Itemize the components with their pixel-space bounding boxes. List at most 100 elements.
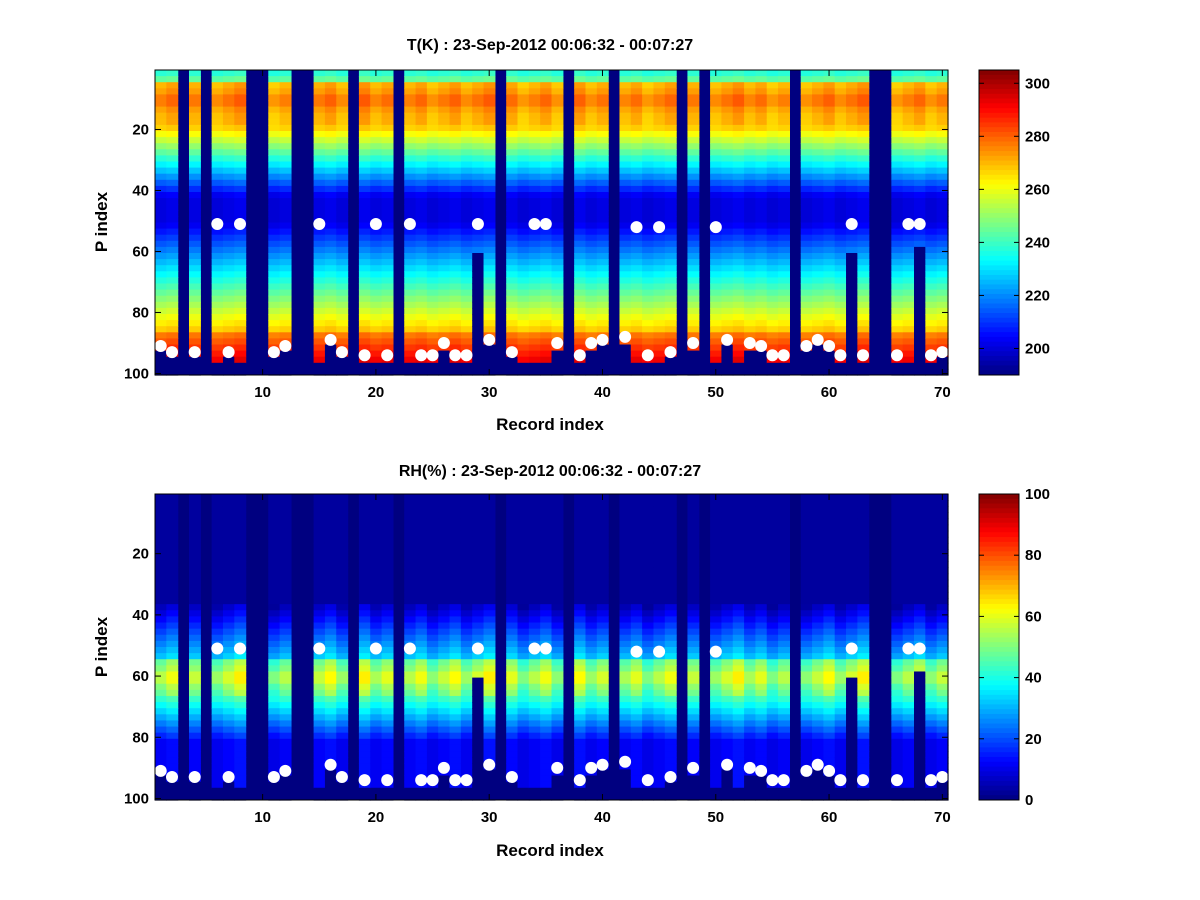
heatmap-cell	[642, 567, 655, 575]
heatmap-cell	[234, 738, 247, 746]
heatmap-cell	[404, 301, 417, 309]
heatmap-cell	[483, 350, 496, 358]
x-tick-label: 20	[368, 384, 385, 401]
heatmap-cell	[211, 573, 224, 581]
heatmap-cell	[687, 161, 700, 169]
heatmap-cell	[902, 106, 915, 114]
heatmap-cell	[279, 173, 292, 181]
heatmap-cell	[222, 647, 235, 654]
heatmap-cell	[381, 192, 394, 199]
heatmap-cell	[630, 793, 643, 801]
heatmap-cell	[415, 622, 428, 630]
heatmap-cell	[517, 161, 530, 169]
heatmap-cell	[585, 167, 598, 175]
heatmap-cell	[642, 659, 655, 666]
heatmap-cell	[778, 253, 790, 260]
heatmap-cell	[211, 271, 224, 278]
heatmap-cell	[710, 659, 723, 666]
heatmap-cell	[211, 179, 224, 187]
heatmap-cell	[642, 695, 655, 703]
heatmap-cell	[642, 628, 655, 636]
heatmap-cell	[506, 628, 519, 636]
heatmap-cell	[596, 653, 609, 660]
heatmap-cell	[472, 259, 485, 266]
heatmap-cell	[415, 338, 428, 346]
heatmap-cell	[268, 155, 281, 163]
heatmap-cell	[630, 88, 643, 95]
heatmap-cell	[857, 277, 870, 285]
heatmap-cell	[574, 591, 587, 599]
heatmap-cell	[619, 179, 632, 187]
heatmap-cell	[721, 622, 734, 630]
heatmap-cell	[155, 744, 167, 752]
heatmap-cell	[687, 301, 700, 309]
heatmap-cell	[313, 228, 326, 236]
heatmap-cell	[585, 240, 598, 248]
heatmap-cell	[234, 314, 247, 321]
heatmap-cell	[381, 70, 394, 77]
heatmap-cell	[506, 192, 519, 199]
heatmap-cell	[687, 512, 700, 520]
data-marker	[460, 349, 473, 362]
heatmap-cell	[483, 246, 496, 254]
heatmap-cell	[540, 494, 553, 501]
heatmap-cell	[381, 500, 394, 507]
data-marker	[313, 218, 326, 230]
heatmap-cell	[744, 647, 757, 654]
heatmap-cell	[358, 82, 371, 89]
heatmap-cell	[404, 671, 417, 679]
data-marker	[743, 337, 756, 349]
heatmap-cell	[211, 295, 224, 303]
heatmap-cell	[438, 118, 451, 126]
heatmap-cell	[279, 100, 292, 108]
heatmap-cell	[732, 118, 745, 126]
heatmap-cell	[710, 628, 723, 636]
heatmap-cell	[710, 192, 723, 199]
heatmap-cell	[472, 277, 485, 285]
colorbar-segment	[979, 117, 1019, 123]
heatmap-cell	[574, 549, 587, 556]
heatmap-cell	[222, 726, 235, 734]
heatmap-cell	[642, 124, 655, 132]
heatmap-cell	[188, 204, 201, 211]
heatmap-cell	[517, 500, 530, 507]
heatmap-cell	[166, 555, 179, 562]
heatmap-cell	[460, 161, 473, 169]
heatmap-cell	[358, 326, 371, 333]
heatmap-cell	[460, 689, 473, 697]
heatmap-cell	[574, 506, 587, 513]
heatmap-cell	[517, 149, 530, 156]
heatmap-cell	[483, 185, 496, 193]
heatmap-cell	[472, 732, 485, 740]
heatmap-cell	[268, 246, 281, 254]
heatmap-cell	[687, 283, 700, 291]
heatmap-cell	[585, 714, 598, 722]
heatmap-cell	[574, 179, 587, 187]
heatmap-cell	[517, 124, 530, 132]
heatmap-cell	[155, 149, 167, 156]
heatmap-cell	[540, 518, 553, 526]
heatmap-cell	[211, 124, 224, 132]
heatmap-cell	[732, 326, 745, 333]
heatmap-cell	[800, 100, 813, 108]
heatmap-cell	[721, 769, 734, 777]
heatmap-cell	[222, 751, 235, 758]
heatmap-cell	[755, 137, 768, 144]
heatmap-cell	[279, 512, 292, 520]
heatmap-cell	[778, 301, 790, 309]
heatmap-cell	[517, 494, 530, 501]
heatmap-cell	[166, 94, 179, 102]
heatmap-cell	[324, 604, 337, 611]
heatmap-cell	[449, 277, 462, 285]
heatmap-cell	[438, 524, 451, 532]
heatmap-cell	[483, 356, 496, 364]
heatmap-cell	[744, 524, 757, 532]
heatmap-column	[358, 70, 371, 376]
heatmap-cell	[710, 775, 723, 783]
heatmap-cell	[426, 494, 439, 501]
heatmap-cell	[449, 326, 462, 333]
heatmap-cell	[551, 124, 564, 132]
heatmap-cell	[155, 155, 167, 163]
heatmap-cell	[574, 738, 587, 746]
colorbar-segment	[979, 179, 1019, 185]
